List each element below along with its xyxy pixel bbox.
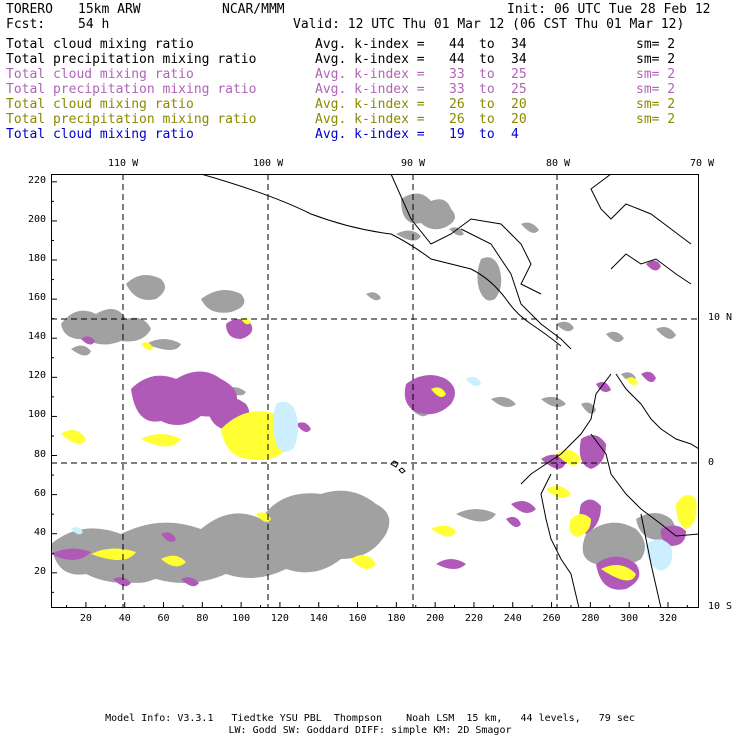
lat-label-0: 0: [708, 457, 715, 468]
legend-to: to: [479, 112, 495, 127]
legend-kindex: Avg. k-index =: [315, 112, 425, 127]
legend-smoothing: sm= 2: [636, 82, 676, 97]
lon-label-70w: 70 W: [690, 158, 715, 169]
legend-to: to: [479, 97, 495, 112]
init-time: Init: 06 UTC Tue 28 Feb 12: [507, 2, 711, 17]
map-plot: [51, 174, 699, 608]
legend-kindex-low: 20: [511, 112, 527, 127]
purple-areas: [51, 260, 686, 590]
forecast-label: Fcst:: [6, 17, 46, 32]
legend-field: Total cloud mixing ratio: [6, 37, 194, 52]
legend-field: Total cloud mixing ratio: [6, 127, 194, 142]
light-blue-areas: [71, 376, 673, 571]
x-tick-label: 60: [157, 613, 170, 624]
y-tick-label: 80: [33, 448, 46, 460]
x-tick-label: 220: [464, 613, 483, 624]
model-info-line1: Model Info: V3.3.1 Tiedtke YSU PBL Thomp…: [105, 713, 635, 724]
legend-field: Total precipitation mixing ratio: [6, 52, 257, 67]
x-tick-label: 40: [118, 613, 131, 624]
legend-smoothing: sm= 2: [636, 67, 676, 82]
x-tick-label: 240: [503, 613, 522, 624]
legend-to: to: [479, 82, 495, 97]
forecast-hours: 54 h: [78, 17, 110, 32]
legend-kindex: Avg. k-index =: [315, 127, 425, 142]
legend-to: to: [479, 127, 495, 142]
y-tick-label: 140: [27, 331, 46, 343]
y-tick-label: 60: [33, 487, 46, 499]
legend-smoothing: sm= 2: [636, 97, 676, 112]
y-tick-label: 120: [27, 370, 46, 382]
x-tick-label: 320: [658, 613, 677, 624]
x-tick-label: 200: [426, 613, 445, 624]
legend-kindex-low: 25: [511, 67, 527, 82]
valid-time: Valid: 12 UTC Thu 01 Mar 12 (06 CST Thu …: [293, 17, 685, 32]
legend-to: to: [479, 52, 495, 67]
legend-kindex-high: 26: [449, 112, 465, 127]
legend-field: Total precipitation mixing ratio: [6, 112, 257, 127]
y-tick-label: 180: [27, 253, 46, 265]
y-tick-label: 100: [27, 409, 46, 421]
lat-label-10n: 10 N: [708, 312, 733, 323]
model-name: TORERO: [6, 2, 53, 17]
legend-field: Total cloud mixing ratio: [6, 97, 194, 112]
lat-label-10s: 10 S: [708, 601, 733, 612]
legend-smoothing: sm= 2: [636, 52, 676, 67]
map-frame: [51, 174, 699, 608]
legend-kindex: Avg. k-index =: [315, 82, 425, 97]
legend-field: Total cloud mixing ratio: [6, 67, 194, 82]
coastlines: [200, 174, 699, 608]
lon-label-80w: 80 W: [546, 158, 571, 169]
legend-kindex-high: 33: [449, 67, 465, 82]
legend-kindex-high: 44: [449, 37, 465, 52]
x-tick-label: 140: [309, 613, 328, 624]
legend-smoothing: sm= 2: [636, 37, 676, 52]
lon-label-90w: 90 W: [401, 158, 426, 169]
legend-kindex-high: 33: [449, 82, 465, 97]
legend-to: to: [479, 37, 495, 52]
organization: NCAR/MMM: [222, 2, 285, 17]
x-tick-label: 180: [387, 613, 406, 624]
legend-kindex: Avg. k-index =: [315, 97, 425, 112]
y-tick-label: 160: [27, 292, 46, 304]
y-tick-label: 20: [33, 565, 46, 577]
y-tick-label: 200: [27, 213, 46, 225]
x-tick-label: 20: [79, 613, 92, 624]
y-tick-label: 40: [33, 526, 46, 538]
legend-kindex: Avg. k-index =: [315, 37, 425, 52]
legend-kindex-low: 25: [511, 82, 527, 97]
legend-kindex: Avg. k-index =: [315, 52, 425, 67]
legend-kindex-high: 19: [449, 127, 465, 142]
legend-to: to: [479, 67, 495, 82]
model-info-line2: LW: Godd SW: Goddard DIFF: simple KM: 2D…: [228, 725, 512, 736]
lat-lon-grid: [51, 174, 699, 608]
legend-field: Total precipitation mixing ratio: [6, 82, 257, 97]
x-tick-label: 80: [196, 613, 209, 624]
legend-kindex-low: 4: [511, 127, 519, 142]
x-tick-label: 280: [581, 613, 600, 624]
x-tick-label: 100: [232, 613, 251, 624]
legend-kindex-high: 26: [449, 97, 465, 112]
x-tick-label: 120: [270, 613, 289, 624]
model-resolution: 15km ARW: [78, 2, 141, 17]
y-tick-label: 220: [27, 174, 46, 186]
x-tick-label: 160: [348, 613, 367, 624]
legend-kindex-low: 34: [511, 37, 527, 52]
x-tick-label: 300: [620, 613, 639, 624]
x-tick-label: 260: [542, 613, 561, 624]
legend-kindex-low: 34: [511, 52, 527, 67]
legend-kindex-high: 44: [449, 52, 465, 67]
legend-kindex-low: 20: [511, 97, 527, 112]
lon-label-110w: 110 W: [108, 158, 139, 169]
legend-smoothing: sm= 2: [636, 112, 676, 127]
legend-kindex: Avg. k-index =: [315, 67, 425, 82]
lon-label-100w: 100 W: [253, 158, 284, 169]
